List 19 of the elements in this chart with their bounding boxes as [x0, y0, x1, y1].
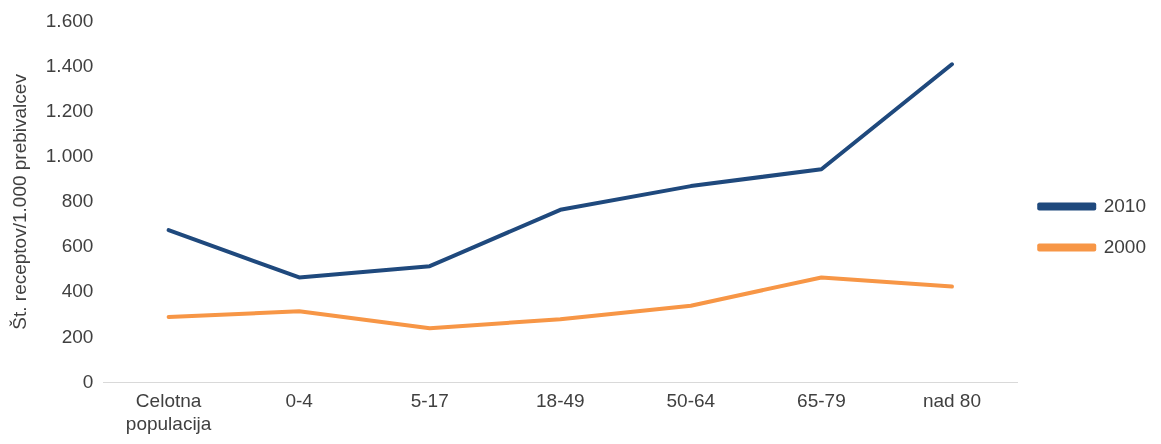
y-tick-label: 1.400	[45, 54, 94, 76]
x-tick-label: Celotna populacija	[125, 390, 212, 434]
y-tick-label: 200	[61, 325, 94, 347]
x-tick-label: 0-4	[285, 390, 314, 412]
y-tick-label: 1.600	[45, 9, 94, 31]
legend-label: 2010	[1103, 194, 1147, 216]
y-tick-label: 400	[61, 280, 94, 302]
y-tick-label: 600	[61, 235, 94, 257]
x-tick-label: 50-64	[666, 390, 716, 412]
y-axis-title: Št. receptov/1.000 prebivalcev	[8, 73, 30, 330]
x-tick-label: nad 80	[922, 390, 982, 412]
x-tick-label: 18-49	[535, 390, 585, 412]
x-tick-label: 5-17	[410, 390, 449, 412]
y-tick-label: 1.200	[45, 99, 94, 121]
legend-label: 2000	[1103, 235, 1147, 257]
x-tick-label: 65-79	[797, 390, 846, 412]
y-tick-label: 1.000	[45, 145, 94, 167]
y-tick-label: 800	[61, 190, 94, 212]
y-tick-label: 0	[82, 370, 94, 392]
